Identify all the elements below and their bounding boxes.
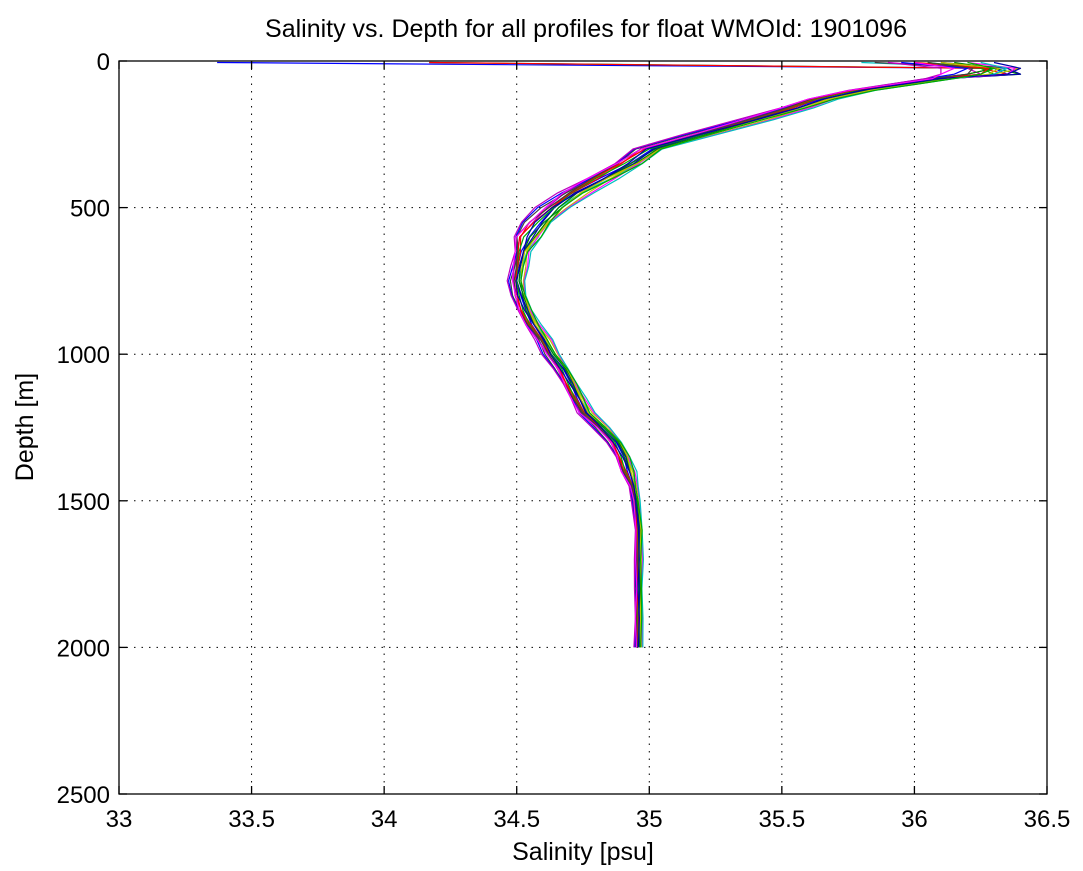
profile-line [524,61,1008,648]
y-tick-label: 1500 [57,489,110,516]
profile-line [522,61,1022,648]
y-tick-label: 0 [97,49,110,76]
profile-line [520,61,1000,648]
profile-line [217,61,1008,648]
y-tick-label: 500 [70,196,110,223]
y-axis-label: Depth [m] [11,373,39,481]
profile-line [509,61,995,648]
profile-line [515,61,990,648]
profile-line [508,61,969,648]
profile-line [515,61,1022,648]
x-tick-label: 33 [106,806,133,833]
profile-line [429,61,1022,648]
y-tick-label: 2500 [57,782,110,809]
profile-line [523,61,1016,648]
profile-line [513,61,974,648]
x-tick-label: 35.5 [758,806,805,833]
x-axis-label: Salinity [psu] [512,838,654,866]
profile-line [429,61,1008,648]
x-tick-label: 36 [901,806,928,833]
x-tick-label: 34.5 [493,806,540,833]
profile-line [520,61,995,648]
y-tick-label: 2000 [57,635,110,662]
grid [119,61,1047,794]
profile-line [506,61,942,648]
profile-line [518,61,1008,648]
profile-line [511,61,955,648]
chart-title: Salinity vs. Depth for all profiles for … [265,15,907,43]
plot-area [217,61,1022,648]
x-tick-label: 33.5 [228,806,275,833]
profile-line [516,61,995,648]
y-tick-label: 1000 [57,342,110,369]
x-tick-label: 35 [636,806,663,833]
profile-line [516,61,1022,648]
axes-frame [118,60,1048,795]
x-tick-label: 34 [371,806,398,833]
ticks: 33 33.5 34 34.5 35 35.5 36 36.5 0 500 1000 1500 2000… [57,49,1071,833]
profile-line [518,61,995,648]
x-tick-label: 36.5 [1024,806,1071,833]
profile-line [512,61,982,648]
